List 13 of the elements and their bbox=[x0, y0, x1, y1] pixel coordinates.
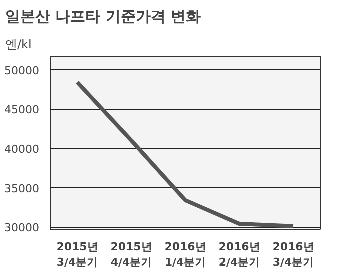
y-tick-label: 45000 bbox=[4, 104, 40, 117]
y-tick-label: 40000 bbox=[4, 143, 40, 156]
y-axis-title: 엔/kl bbox=[6, 38, 32, 52]
y-tick-label: 35000 bbox=[4, 182, 40, 196]
x-tick-label: 2015년 4/4분기 bbox=[110, 240, 152, 270]
x-tick-label: 2015년 3/4분기 bbox=[56, 240, 98, 270]
y-tick-label: 30000 bbox=[4, 222, 40, 235]
x-tick-label: 2016년 3/4분기 bbox=[272, 240, 314, 270]
x-tick-label: 2016년 1/4분기 bbox=[164, 240, 206, 270]
line-series bbox=[76, 80, 296, 228]
x-tick-label: 2016년 2/4분기 bbox=[218, 240, 260, 270]
y-tick-label: 50000 bbox=[4, 64, 40, 78]
chart-title: 일본산 나프타 기준가격 변화 bbox=[6, 8, 202, 26]
